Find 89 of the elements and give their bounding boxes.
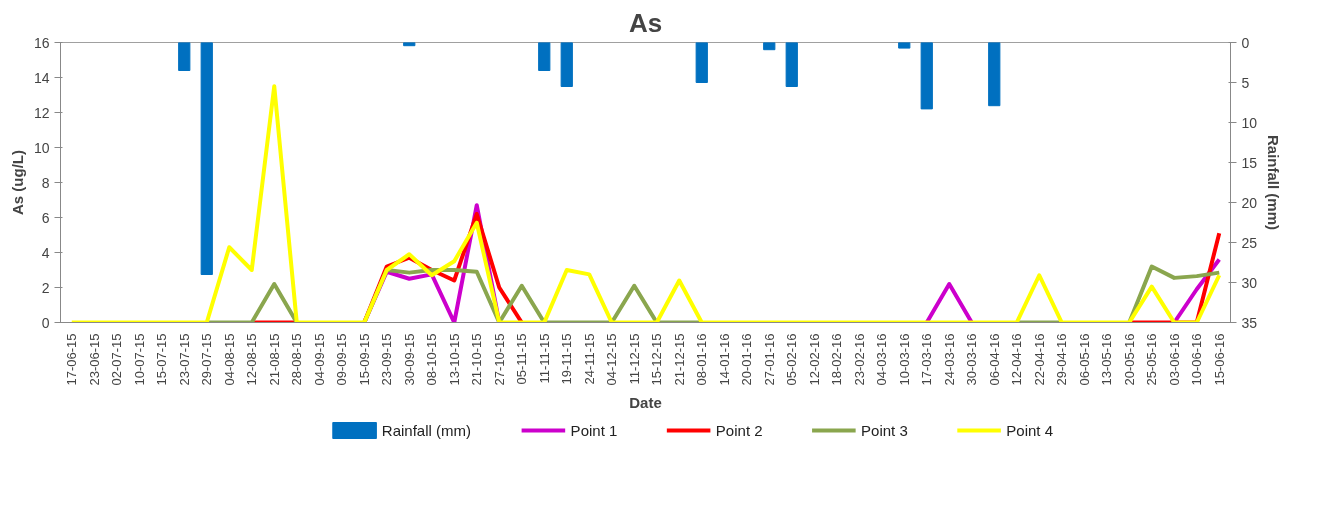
bar — [538, 42, 551, 71]
x-tick-label: 21-12-15 — [671, 333, 687, 386]
x-tick-label: 10-06-16 — [1189, 333, 1205, 386]
y2-tick-label: 10 — [1241, 114, 1258, 131]
x-tick-label: 11-12-15 — [626, 333, 642, 385]
x-tick-label: 02-07-15 — [109, 333, 125, 386]
x-tick-label: 23-09-15 — [379, 333, 395, 386]
x-tick-label: 04-08-15 — [221, 333, 237, 386]
y-tick-label: 14 — [33, 69, 50, 86]
bar — [695, 42, 708, 83]
bar — [200, 42, 213, 275]
bar — [785, 42, 798, 87]
chart-title: As — [628, 7, 663, 38]
x-tick-label: 30-03-16 — [964, 333, 980, 386]
x-tick-label: 19-11-15 — [559, 333, 575, 385]
x-tick-label: 25-05-16 — [1144, 333, 1160, 386]
y-tick-label: 10 — [33, 139, 50, 156]
x-tick-label: 11-11-15 — [536, 333, 552, 384]
x-tick-label: 04-12-15 — [604, 333, 620, 386]
x-tick-label: 03-06-16 — [1166, 333, 1182, 386]
x-tick-label: 17-06-15 — [64, 333, 80, 386]
x-tick-label: 08-01-16 — [694, 333, 710, 386]
bar — [920, 42, 933, 110]
legend-label: Point 4 — [1006, 422, 1054, 439]
x-tick-label: 12-04-16 — [1009, 333, 1025, 386]
x-tick-label: 05-11-15 — [514, 333, 530, 385]
x-tick-label: 20-05-16 — [1121, 333, 1137, 386]
legend-label: Point 2 — [715, 422, 763, 439]
x-tick-label: 15-06-16 — [1211, 333, 1227, 386]
x-tick-label: 04-03-16 — [874, 333, 890, 386]
x-tick-label: 06-04-16 — [986, 333, 1002, 386]
bar — [898, 42, 911, 49]
x-tick-label: 18-02-16 — [829, 333, 845, 386]
x-tick-label: 23-02-16 — [851, 333, 867, 386]
y2-tick-label: 0 — [1241, 34, 1250, 51]
bar — [560, 42, 573, 87]
y-tick-label: 8 — [41, 174, 50, 191]
x-tick-label: 22-04-16 — [1031, 333, 1047, 386]
x-tick-label: 24-11-15 — [581, 333, 597, 385]
x-tick-label: 12-02-16 — [806, 333, 822, 386]
x-tick-label: 04-09-15 — [311, 333, 327, 386]
y2-tick-label: 30 — [1241, 274, 1258, 291]
x-tick-label: 10-07-15 — [131, 333, 147, 386]
y2-tick-label: 35 — [1241, 314, 1258, 331]
y-tick-label: 0 — [41, 314, 50, 331]
line-series — [69, 84, 1222, 323]
x-tick-label: 05-02-16 — [784, 333, 800, 386]
x-tick-label: 13-10-15 — [446, 333, 462, 386]
y2-tick-label: 5 — [1241, 74, 1250, 91]
y-tick-label: 4 — [41, 244, 50, 261]
x-tick-label: 23-06-15 — [86, 333, 102, 386]
y2-tick-label: 20 — [1241, 194, 1258, 211]
x-tick-label: 12-08-15 — [244, 333, 260, 386]
x-tick-label: 29-04-16 — [1054, 333, 1070, 386]
y-tick-label: 16 — [33, 34, 50, 51]
bar — [763, 42, 776, 51]
x-axis-title: Date — [629, 393, 662, 411]
x-tick-label: 29-07-15 — [199, 333, 215, 386]
x-tick-label: 10-03-16 — [896, 333, 912, 386]
x-tick-label: 27-01-16 — [761, 333, 777, 386]
legend-label: Point 1 — [570, 422, 618, 439]
legend-label: Rainfall (mm) — [381, 422, 472, 439]
x-tick-label: 20-01-16 — [739, 333, 755, 386]
x-tick-label: 15-09-15 — [356, 333, 372, 386]
y2-axis-title: Rainfall (mm) — [1265, 135, 1283, 231]
x-tick-label: 15-07-15 — [154, 333, 170, 386]
y-tick-label: 6 — [41, 209, 50, 226]
x-tick-label: 13-05-16 — [1099, 333, 1115, 386]
x-tick-label: 23-07-15 — [176, 333, 192, 386]
x-tick-label: 27-10-15 — [491, 333, 507, 386]
x-tick-label: 08-10-15 — [424, 333, 440, 386]
x-tick-label: 17-03-16 — [919, 333, 935, 386]
y2-tick-label: 25 — [1241, 234, 1258, 251]
bar — [178, 42, 191, 71]
x-tick-label: 24-03-16 — [941, 333, 957, 386]
x-tick-label: 21-08-15 — [266, 333, 282, 386]
legend-label: Point 3 — [861, 422, 908, 439]
x-tick-label: 21-10-15 — [469, 333, 485, 386]
y-tick-label: 12 — [33, 104, 50, 121]
x-tick-label: 30-09-15 — [401, 333, 417, 386]
y-axis-title: As (ug/L) — [8, 149, 26, 215]
x-tick-label: 15-12-15 — [649, 333, 665, 386]
bar — [988, 42, 1001, 107]
x-tick-label: 14-01-16 — [716, 333, 732, 386]
y-tick-label: 2 — [41, 279, 50, 296]
x-tick-label: 28-08-15 — [289, 333, 305, 386]
x-tick-label: 06-05-16 — [1076, 333, 1092, 386]
x-tick-label: 09-09-15 — [334, 333, 350, 386]
y2-tick-label: 15 — [1241, 154, 1258, 171]
